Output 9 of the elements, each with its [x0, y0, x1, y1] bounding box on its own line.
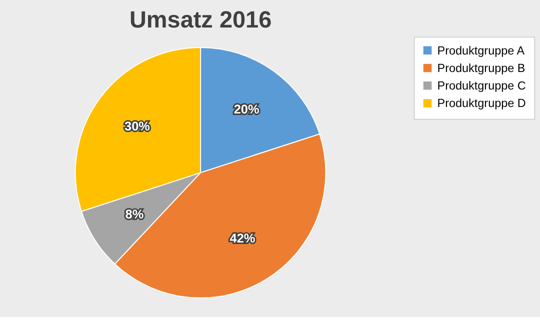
data-label: 30%	[124, 118, 150, 134]
legend-label: Produktgruppe A	[437, 44, 525, 58]
legend-label: Produktgruppe D	[437, 97, 526, 110]
chart-title: Umsatz 2016	[129, 6, 272, 32]
legend-label: Produktgruppe C	[437, 80, 526, 93]
data-label: 20%	[234, 101, 260, 116]
legend-label: Produktgruppe B	[437, 62, 526, 75]
data-label: 42%	[230, 230, 256, 246]
data-label: 8%	[125, 206, 144, 222]
